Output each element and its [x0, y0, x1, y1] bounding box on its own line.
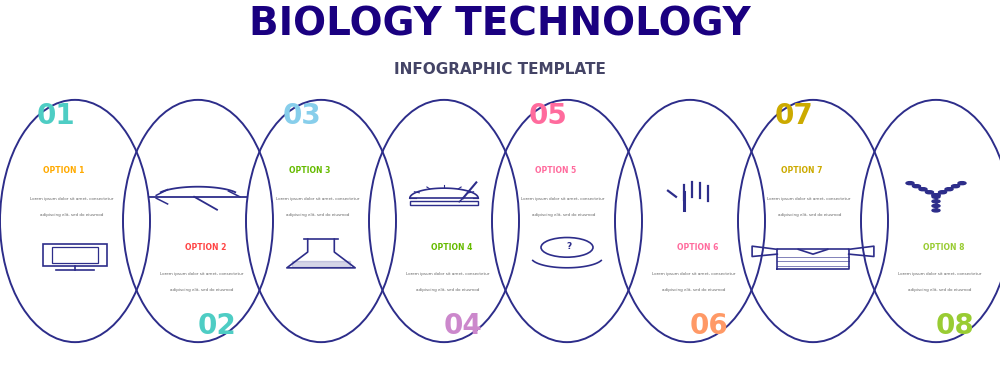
- Text: 05: 05: [529, 102, 568, 130]
- Bar: [43, 244, 107, 266]
- Text: Lorem ipsum dolor sit amet, consectetur: Lorem ipsum dolor sit amet, consectetur: [898, 272, 982, 276]
- Text: Lorem ipsum dolor sit amet, consectetur: Lorem ipsum dolor sit amet, consectetur: [521, 197, 605, 201]
- Text: adipiscing elit, sed do eiusmod: adipiscing elit, sed do eiusmod: [778, 213, 841, 217]
- Text: Lorem ipsum dolor sit amet, consectetur: Lorem ipsum dolor sit amet, consectetur: [767, 197, 851, 201]
- Text: OPTION 6: OPTION 6: [677, 243, 718, 252]
- Circle shape: [932, 204, 940, 207]
- Text: adipiscing elit, sed do eiusmod: adipiscing elit, sed do eiusmod: [286, 213, 349, 217]
- Text: Lorem ipsum dolor sit amet, consectetur: Lorem ipsum dolor sit amet, consectetur: [652, 272, 736, 276]
- Text: ?: ?: [566, 242, 572, 251]
- Text: adipiscing elit, sed do eiusmod: adipiscing elit, sed do eiusmod: [532, 213, 595, 217]
- Circle shape: [919, 188, 927, 191]
- Text: BIOLOGY TECHNOLOGY: BIOLOGY TECHNOLOGY: [249, 5, 751, 43]
- Circle shape: [913, 185, 921, 188]
- Circle shape: [906, 182, 914, 185]
- Text: OPTION 1: OPTION 1: [43, 166, 84, 175]
- Bar: [410, 201, 478, 205]
- Circle shape: [932, 194, 940, 197]
- Text: INFOGRAPHIC TEMPLATE: INFOGRAPHIC TEMPLATE: [394, 62, 606, 77]
- Circle shape: [926, 191, 934, 194]
- Text: 03: 03: [283, 102, 322, 130]
- Text: 06: 06: [689, 312, 728, 340]
- Text: Lorem ipsum dolor sit amet, consectetur: Lorem ipsum dolor sit amet, consectetur: [30, 197, 113, 201]
- Bar: [52, 247, 98, 263]
- Circle shape: [958, 182, 966, 185]
- Text: 02: 02: [197, 312, 236, 340]
- Text: adipiscing elit, sed do eiusmod: adipiscing elit, sed do eiusmod: [416, 288, 479, 292]
- Text: adipiscing elit, sed do eiusmod: adipiscing elit, sed do eiusmod: [40, 213, 103, 217]
- Text: OPTION 7: OPTION 7: [781, 166, 822, 175]
- Text: 04: 04: [443, 312, 482, 340]
- Text: Lorem ipsum dolor sit amet, consectetur: Lorem ipsum dolor sit amet, consectetur: [160, 272, 244, 276]
- Text: OPTION 5: OPTION 5: [535, 166, 576, 175]
- Text: adipiscing elit, sed do eiusmod: adipiscing elit, sed do eiusmod: [908, 288, 971, 292]
- Text: Lorem ipsum dolor sit amet, consectetur: Lorem ipsum dolor sit amet, consectetur: [276, 197, 359, 201]
- Text: OPTION 2: OPTION 2: [185, 243, 226, 252]
- Circle shape: [945, 188, 953, 191]
- Text: adipiscing elit, sed do eiusmod: adipiscing elit, sed do eiusmod: [662, 288, 725, 292]
- Circle shape: [932, 194, 940, 197]
- Circle shape: [938, 191, 946, 194]
- Text: OPTION 4: OPTION 4: [431, 243, 472, 252]
- Text: adipiscing elit, sed do eiusmod: adipiscing elit, sed do eiusmod: [170, 288, 233, 292]
- Text: OPTION 3: OPTION 3: [289, 166, 330, 175]
- Circle shape: [952, 185, 960, 188]
- Text: OPTION 8: OPTION 8: [923, 243, 964, 252]
- Text: 07: 07: [775, 102, 814, 130]
- Text: 01: 01: [37, 102, 76, 130]
- Circle shape: [932, 195, 940, 198]
- Circle shape: [932, 209, 940, 212]
- Text: 08: 08: [935, 312, 974, 340]
- Circle shape: [932, 200, 940, 203]
- Text: Lorem ipsum dolor sit amet, consectetur: Lorem ipsum dolor sit amet, consectetur: [406, 272, 490, 276]
